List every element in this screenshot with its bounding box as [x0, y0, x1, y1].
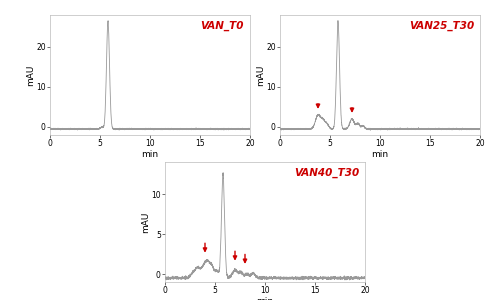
X-axis label: min: min [372, 150, 388, 159]
X-axis label: min: min [142, 150, 158, 159]
Y-axis label: mAU: mAU [141, 211, 150, 233]
Text: VAN_T0: VAN_T0 [200, 21, 244, 31]
Y-axis label: mAU: mAU [256, 64, 265, 86]
X-axis label: min: min [256, 297, 274, 300]
Y-axis label: mAU: mAU [26, 64, 35, 86]
Text: VAN25_T30: VAN25_T30 [409, 21, 474, 31]
Text: VAN40_T30: VAN40_T30 [294, 168, 359, 178]
